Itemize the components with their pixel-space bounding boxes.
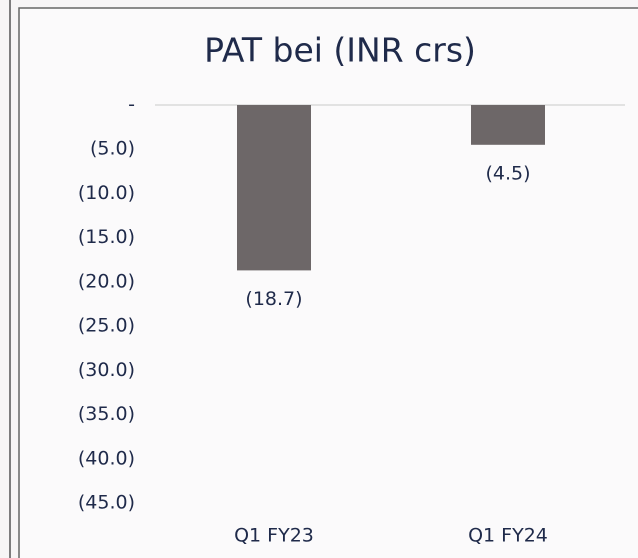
y-tick-label: (30.0) bbox=[78, 359, 135, 381]
y-tick-label: (10.0) bbox=[78, 182, 135, 204]
y-tick-label: - bbox=[128, 94, 135, 116]
chart-title: PAT bei (INR crs) bbox=[204, 31, 476, 70]
chart: PAT bei (INR crs) - (5.0) (10.0) (15.0) (20.… bbox=[0, 0, 638, 558]
y-tick-label: (5.0) bbox=[90, 138, 135, 160]
y-tick-label: (25.0) bbox=[78, 315, 135, 337]
x-tick-label: Q1 FY23 bbox=[234, 525, 314, 547]
y-tick-label: (45.0) bbox=[78, 492, 135, 514]
y-tick-label: (20.0) bbox=[78, 270, 135, 292]
value-label: (18.7) bbox=[245, 288, 302, 310]
bar bbox=[471, 105, 545, 145]
y-tick-label: (35.0) bbox=[78, 403, 135, 425]
y-tick-label: (15.0) bbox=[78, 226, 135, 248]
x-tick-label: Q1 FY24 bbox=[468, 525, 548, 547]
bar bbox=[237, 105, 311, 270]
value-label: (4.5) bbox=[485, 162, 530, 184]
y-tick-label: (40.0) bbox=[78, 447, 135, 469]
